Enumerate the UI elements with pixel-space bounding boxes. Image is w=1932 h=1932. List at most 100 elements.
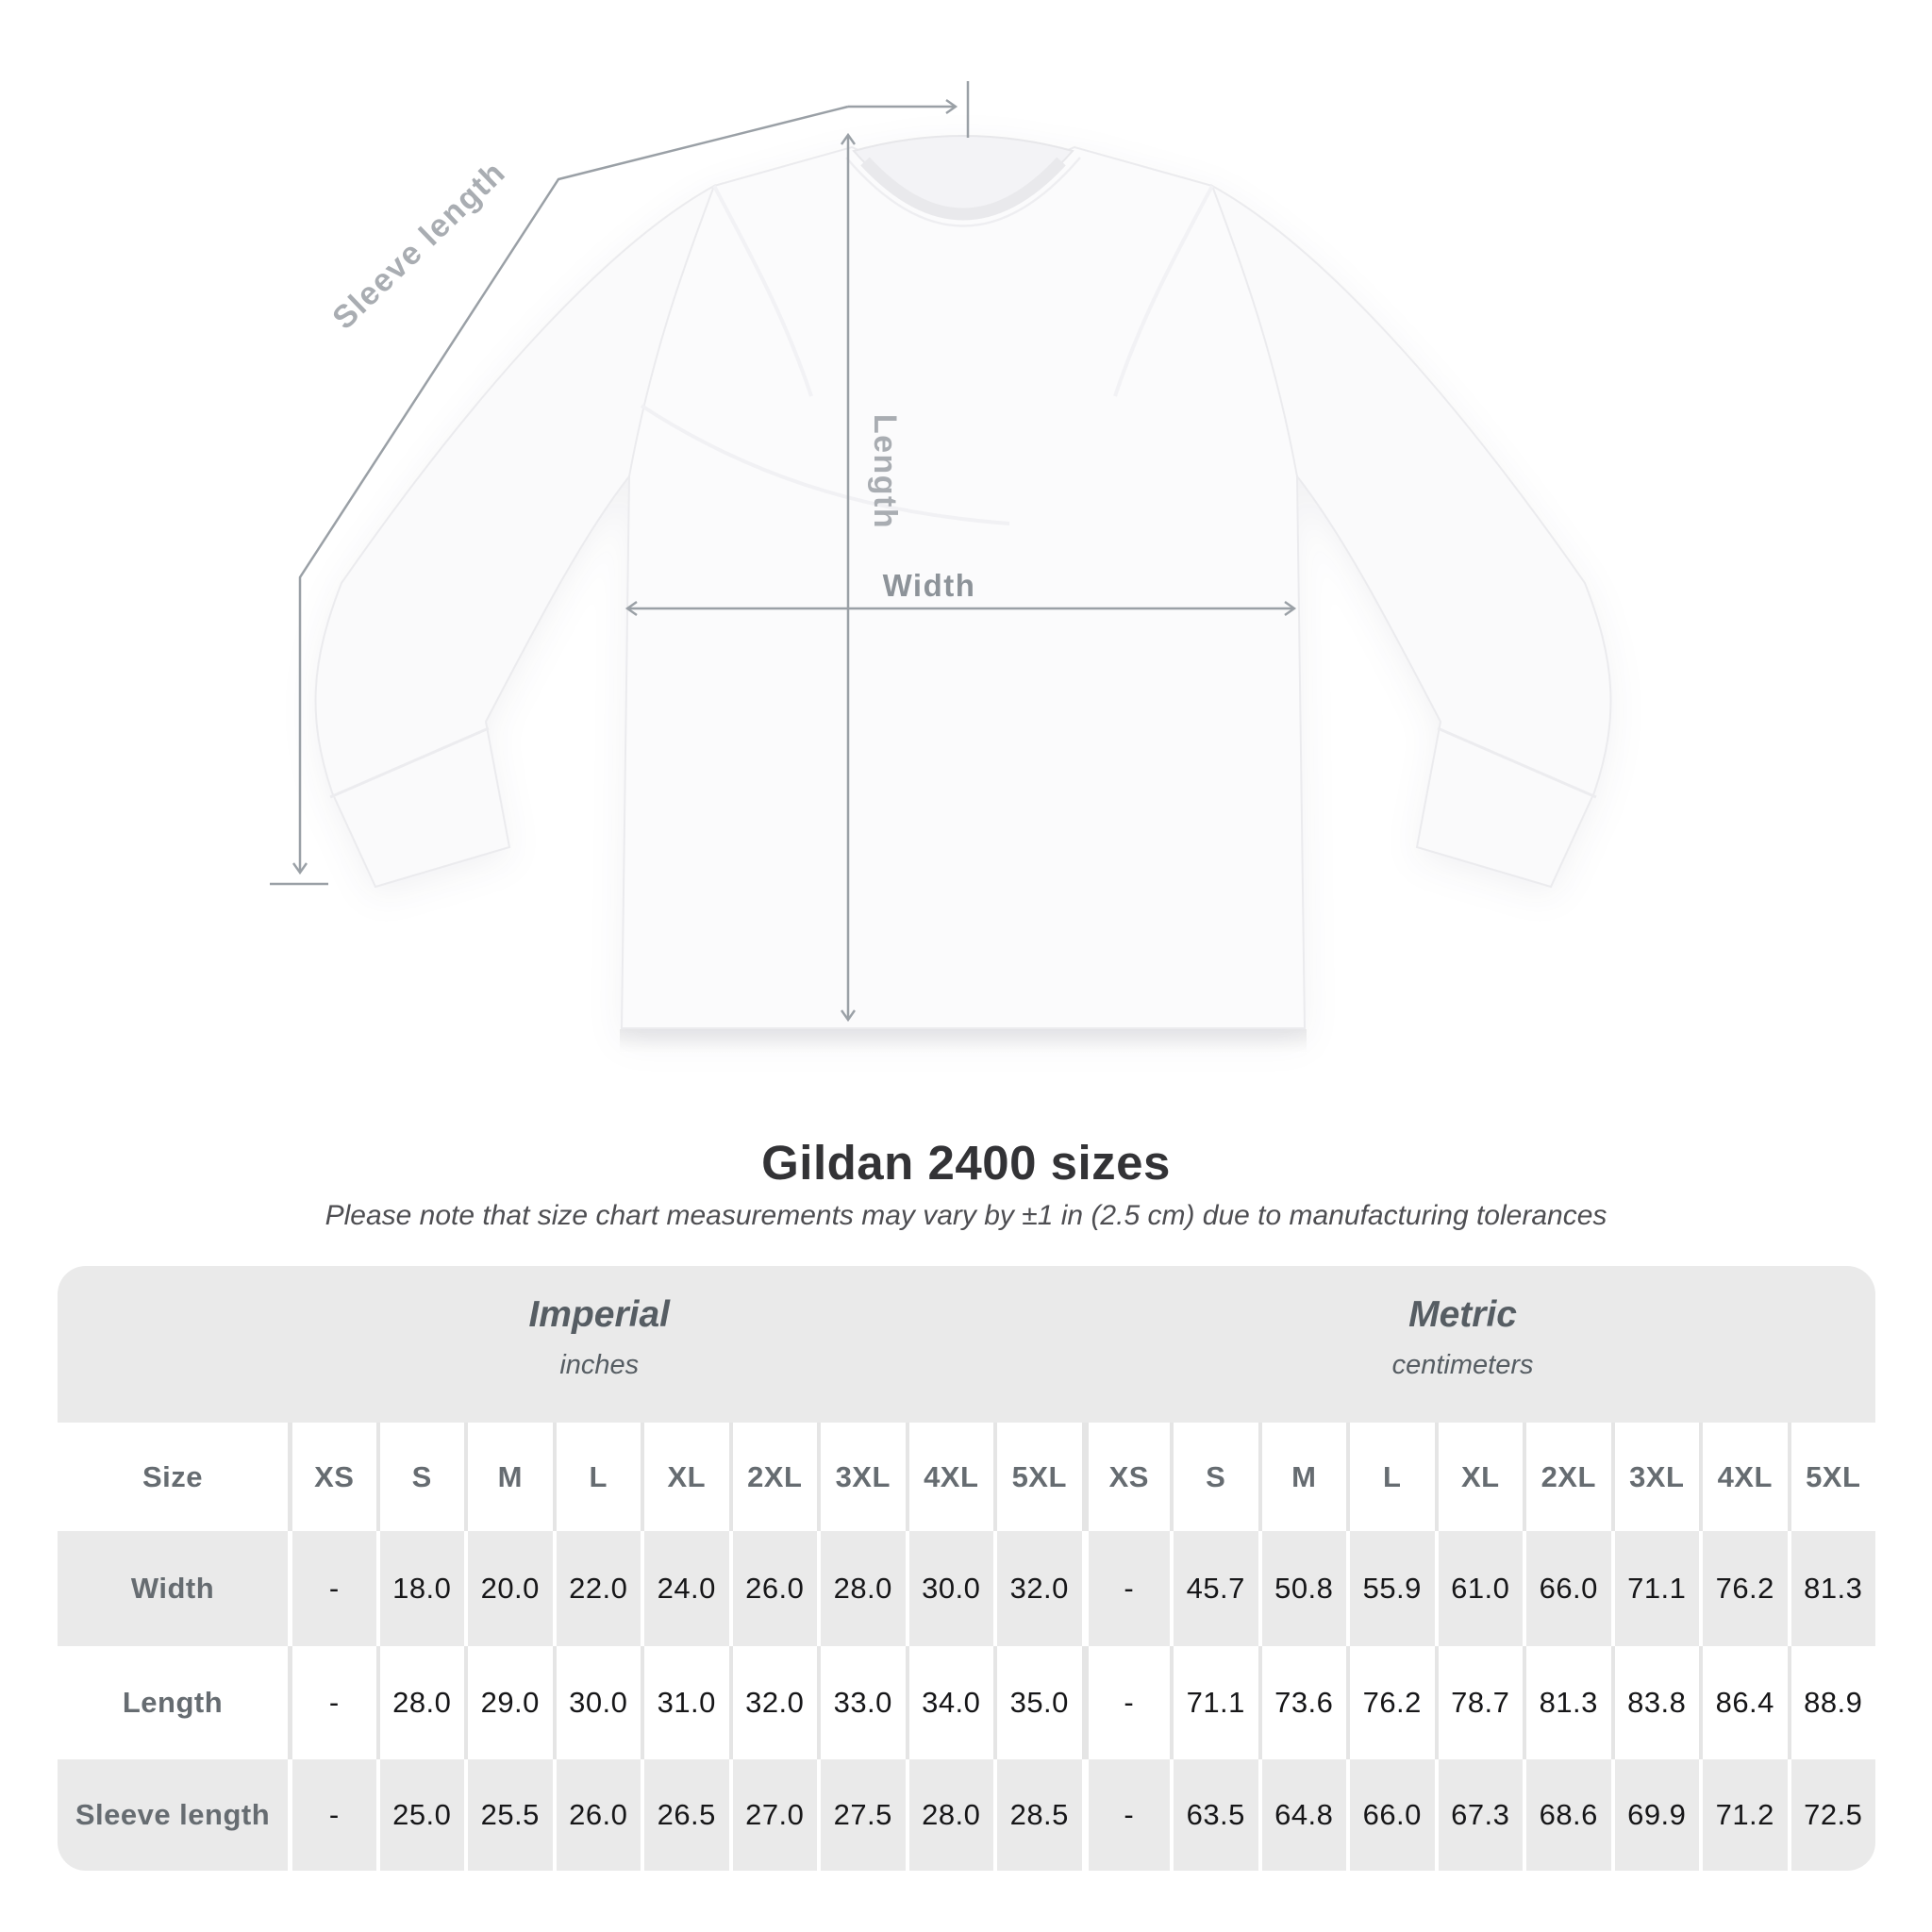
row-label: Width <box>130 1572 215 1605</box>
metric-unit: centimeters <box>1391 1350 1534 1380</box>
width-label: Width <box>883 568 976 603</box>
measurement-value: 71.1 <box>1610 1531 1700 1646</box>
fold-line <box>640 404 1010 525</box>
fold-line <box>712 185 813 397</box>
measurement-value: 71.2 <box>1699 1759 1788 1871</box>
measurement-value: 67.3 <box>1434 1759 1524 1871</box>
measurement-value: 32.0 <box>993 1531 1082 1646</box>
measurement-value: - <box>288 1759 376 1871</box>
unit-header-band: Imperial inches Metric centimeters <box>58 1266 1875 1423</box>
size-col-header: 2XL <box>1523 1423 1611 1531</box>
measurement-value: 83.8 <box>1610 1646 1700 1759</box>
measurement-value: 18.0 <box>375 1531 465 1646</box>
measurement-value: 20.0 <box>464 1531 553 1646</box>
width-row: Width - 18.0 20.0 22.0 24.0 26.0 28.0 30… <box>58 1531 1875 1646</box>
measurement-value: 27.0 <box>728 1759 818 1871</box>
measurement-value: 30.0 <box>905 1531 994 1646</box>
size-col-header: 3XL <box>817 1423 906 1531</box>
left-cuff-seam <box>329 726 490 799</box>
measurement-value: 26.0 <box>552 1759 641 1871</box>
length-label: Length <box>867 414 903 529</box>
measurement-value: 27.5 <box>817 1759 906 1871</box>
measurement-value: - <box>288 1646 376 1759</box>
measurement-value: 66.0 <box>1523 1531 1611 1646</box>
size-col-header: 4XL <box>1699 1423 1788 1531</box>
measurement-value: - <box>1081 1646 1171 1759</box>
measurement-arrows <box>270 81 1297 1023</box>
measurement-value: 71.1 <box>1170 1646 1258 1759</box>
collar-seam <box>845 157 1081 227</box>
measurement-value: 28.0 <box>905 1759 994 1871</box>
measurement-value: 55.9 <box>1346 1531 1435 1646</box>
size-col-header: XS <box>1081 1423 1171 1531</box>
size-col-header: L <box>1346 1423 1435 1531</box>
size-col-header: S <box>375 1423 465 1531</box>
metric-label: Metric <box>1408 1294 1517 1335</box>
measurement-value: - <box>1081 1759 1171 1871</box>
measurement-value: 29.0 <box>464 1646 553 1759</box>
measurement-value: 50.8 <box>1257 1531 1347 1646</box>
measurement-value: 73.6 <box>1257 1646 1347 1759</box>
measurement-value: 35.0 <box>993 1646 1082 1759</box>
size-col-header: M <box>1257 1423 1347 1531</box>
shirt-mockup: Sleeve length Length Width <box>270 81 1612 1054</box>
right-cuff-seam <box>1437 726 1597 799</box>
measurement-value: 66.0 <box>1346 1759 1435 1871</box>
measurement-value: 76.2 <box>1346 1646 1435 1759</box>
measurement-value: 33.0 <box>817 1646 906 1759</box>
measurement-value: 88.9 <box>1787 1646 1876 1759</box>
sleeve-length-line <box>292 105 849 875</box>
measurement-value: 86.4 <box>1699 1646 1788 1759</box>
size-col-header: 2XL <box>728 1423 818 1531</box>
size-col-header: 3XL <box>1610 1423 1700 1531</box>
measurement-value: 32.0 <box>728 1646 818 1759</box>
size-col-header: 5XL <box>1787 1423 1876 1531</box>
measurement-value: - <box>288 1531 376 1646</box>
measurement-value: 28.0 <box>817 1531 906 1646</box>
size-col-header: 4XL <box>905 1423 994 1531</box>
measurement-value: 72.5 <box>1787 1759 1876 1871</box>
imperial-label: Imperial <box>528 1294 671 1335</box>
measurement-value: 76.2 <box>1699 1531 1788 1646</box>
measurement-value: 28.0 <box>375 1646 465 1759</box>
size-col-header: L <box>552 1423 641 1531</box>
measurement-value: 24.0 <box>641 1531 729 1646</box>
size-col-header: XL <box>641 1423 729 1531</box>
size-column-header: Size <box>142 1459 204 1493</box>
imperial-unit: inches <box>559 1350 640 1380</box>
size-col-header: 5XL <box>993 1423 1082 1531</box>
measurement-value: 68.6 <box>1523 1759 1611 1871</box>
length-row: Length - 28.0 29.0 30.0 31.0 32.0 33.0 3… <box>58 1646 1875 1759</box>
measurement-value: 31.0 <box>641 1646 729 1759</box>
measurement-value: - <box>1081 1531 1171 1646</box>
measurement-value: 69.9 <box>1610 1759 1700 1871</box>
row-label: Length <box>122 1686 224 1719</box>
measurement-value: 61.0 <box>1434 1531 1524 1646</box>
measurement-value: 25.0 <box>375 1759 465 1871</box>
shirt-left-sleeve <box>314 183 716 889</box>
measurement-value: 22.0 <box>552 1531 641 1646</box>
measurement-value: 25.5 <box>464 1759 553 1871</box>
measurement-value: 78.7 <box>1434 1646 1524 1759</box>
size-col-header: XS <box>288 1423 376 1531</box>
measurement-value: 81.3 <box>1787 1531 1876 1646</box>
measurement-value: 26.0 <box>728 1531 818 1646</box>
page-title: Gildan 2400 sizes <box>761 1136 1171 1190</box>
metric-header: Metric centimeters <box>1392 1294 1534 1381</box>
measurement-value: 63.5 <box>1170 1759 1258 1871</box>
collar-band <box>860 157 1066 221</box>
size-col-header: M <box>464 1423 553 1531</box>
row-label: Sleeve length <box>75 1798 271 1831</box>
shirt-right-sleeve <box>1210 183 1612 889</box>
size-header-row: Size XS S M L XL 2XL 3XL 4XL 5XL XS S M … <box>58 1423 1875 1531</box>
shirt-graphic <box>314 135 1612 1054</box>
sleeve-length-label: Sleeve length <box>325 155 512 337</box>
measurement-value: 45.7 <box>1170 1531 1258 1646</box>
size-col-header: S <box>1170 1423 1258 1531</box>
imperial-header: Imperial inches <box>528 1294 670 1381</box>
tolerance-note: Please note that size chart measurements… <box>325 1200 1607 1231</box>
measurement-value: 28.5 <box>993 1759 1082 1871</box>
measurement-value: 30.0 <box>552 1646 641 1759</box>
size-table: Imperial inches Metric centimeters Size … <box>58 1266 1875 1871</box>
